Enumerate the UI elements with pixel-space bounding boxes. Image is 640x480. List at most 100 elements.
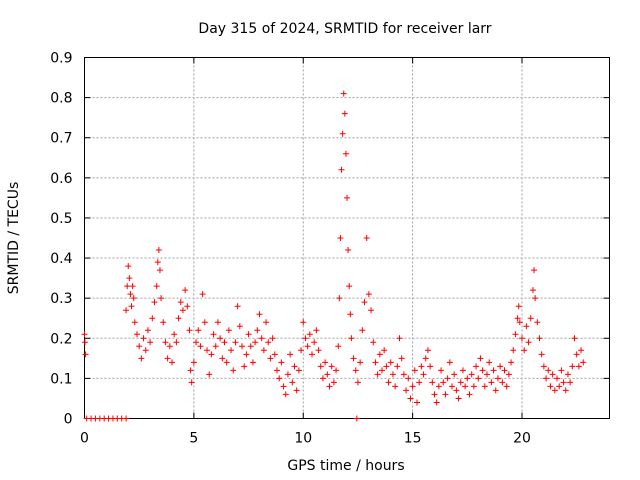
data-point [359,327,366,334]
data-point [416,379,423,386]
x-tick-label: 10 [294,431,312,447]
data-point [201,319,208,326]
data-point [342,150,349,157]
data-point [387,359,394,366]
data-point [330,379,337,386]
data-point [140,335,147,342]
data-point [182,287,189,294]
data-point [291,363,298,370]
data-point [328,363,335,370]
data-point [153,283,160,290]
x-tick-label: 0 [80,431,89,447]
data-point [449,383,455,390]
data-point [230,367,237,374]
data-point [383,363,390,370]
y-tick-label: 0.2 [50,331,72,347]
data-point [503,383,510,390]
data-point [431,391,438,398]
data-point [175,315,182,322]
data-point [126,275,133,282]
data-point [338,166,345,173]
data-point [138,355,145,362]
data-point [538,351,545,358]
data-point [427,363,434,370]
data-point [464,375,471,382]
data-point [311,339,318,346]
data-point [446,359,453,366]
data-point [459,367,466,374]
data-point [418,363,425,370]
data-point [353,415,360,422]
data-point [370,339,377,346]
data-point [368,307,375,314]
data-point [149,315,156,322]
data-point [129,283,136,290]
data-point [514,315,521,322]
data-point [505,371,512,378]
plot-frame [84,57,610,419]
data-point [516,319,523,326]
data-point [385,379,392,386]
data-point [134,331,140,338]
data-point [490,367,497,374]
data-point [131,319,138,326]
data-point [392,383,399,390]
grid [84,57,610,419]
data-point [309,351,315,358]
data-point [184,303,191,310]
data-point [300,319,307,326]
data-point [219,355,226,362]
data-point [361,299,368,306]
data-point [324,371,331,378]
data-point [468,371,475,378]
data-point [571,335,578,342]
data-point [252,339,259,346]
data-point [444,375,451,382]
data-point [348,335,355,342]
data-point [247,343,254,350]
y-tick-label: 0.5 [50,211,72,227]
data-point [188,379,195,386]
chart-title: Day 315 of 2024, SRMTID for receiver lar… [198,21,491,37]
data-point [466,391,473,398]
data-point [81,331,88,338]
data-point [160,319,167,326]
data-point [204,347,210,354]
data-point [499,379,506,386]
data-point [515,303,522,310]
data-series [81,90,587,422]
data-point [295,367,302,374]
data-point [556,383,563,390]
data-point [486,359,493,366]
data-point [545,367,552,374]
data-point [337,235,344,241]
data-point [282,391,289,398]
data-point [82,351,89,358]
data-point [228,347,235,354]
data-point [269,335,276,342]
data-point [479,367,486,374]
data-point [276,375,283,382]
data-point [488,379,495,386]
data-point [333,367,340,374]
data-point [217,335,224,342]
data-point [245,331,252,338]
data-point [144,327,151,334]
data-point [267,355,274,362]
data-point [254,327,261,334]
data-point [532,295,539,302]
data-point [475,375,482,382]
data-point [81,339,88,346]
data-point [125,263,132,270]
data-point [241,363,248,370]
data-point [567,379,574,386]
data-point [453,387,460,394]
data-point [177,299,184,306]
data-point [346,283,353,290]
data-point [484,371,490,378]
data-point [336,295,343,302]
data-point [136,343,143,350]
data-point [265,339,272,346]
data-point [457,379,464,386]
data-point [302,335,309,342]
